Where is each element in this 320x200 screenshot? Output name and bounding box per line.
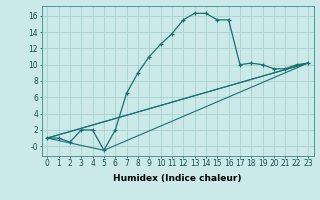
X-axis label: Humidex (Indice chaleur): Humidex (Indice chaleur) [113,174,242,183]
